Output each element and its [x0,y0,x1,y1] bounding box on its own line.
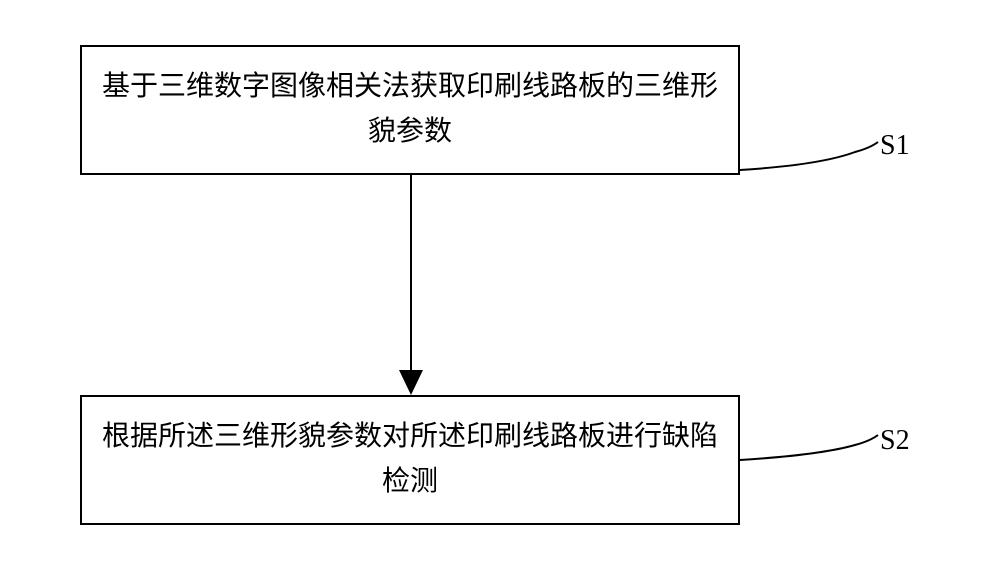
arrow-head [399,370,423,395]
step-label-s1: S1 [880,130,910,162]
arrow-line [410,175,412,375]
flowchart-step-2: 根据所述三维形貌参数对所述印刷线路板进行缺陷检测 [80,395,740,525]
step-2-text: 根据所述三维形貌参数对所述印刷线路板进行缺陷检测 [102,415,718,505]
step-1-text: 基于三维数字图像相关法获取印刷线路板的三维形貌参数 [102,65,718,155]
connector-line-1 [740,142,878,170]
flowchart-step-1: 基于三维数字图像相关法获取印刷线路板的三维形貌参数 [80,45,740,175]
connector-line-2 [740,435,878,460]
step-label-s2: S2 [880,425,910,457]
flowchart-arrow [410,175,412,395]
flowchart-container: 基于三维数字图像相关法获取印刷线路板的三维形貌参数 根据所述三维形貌参数对所述印… [0,0,1000,582]
